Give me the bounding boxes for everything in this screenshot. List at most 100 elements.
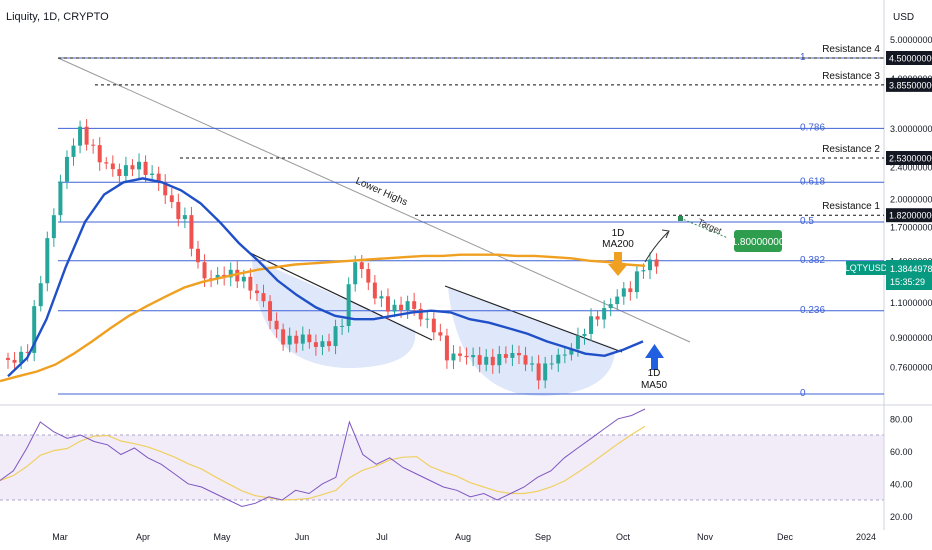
resistance-value: 1.82000000 [889,211,932,221]
target-label: Target [696,217,723,237]
fib-label: 0.382 [800,255,825,266]
candlesticks [6,119,659,390]
candle-body [385,296,390,312]
candle-body [392,304,397,312]
cup-shape-1 [252,258,416,369]
candle-body [261,293,266,302]
resistance-value-box [886,77,932,92]
candle-body [19,351,24,363]
candle-body [313,342,318,347]
ma200-label-1: 1D [612,228,625,239]
candle-body [399,304,404,311]
candle-body [91,144,96,146]
resistance-value-box [886,208,932,223]
channel-line-2 [444,285,623,353]
rsi-axis: 80.00 60.00 40.00 20.00 [890,414,913,522]
ma50-arrow [645,344,664,370]
lower-highs-trendline [57,57,691,343]
resistance-value-box [886,151,932,166]
candle-body [516,352,521,356]
candle-body [654,259,659,267]
current-price-tag [846,261,886,275]
price-axis: 5.00000000 4.00000000 3.00000000 2.40000000… [890,35,932,372]
rsi-band [0,435,884,500]
candle-body [353,262,358,285]
time-tick: Dec [777,532,794,542]
candle-body [582,333,587,336]
time-tick: Mar [52,532,68,542]
candle-body [458,353,463,356]
price-tick: 3.00000000 [890,124,932,134]
candle-body [195,248,200,263]
current-symbol: LQTYUSD [845,263,888,273]
fib-label: 0.618 [800,176,825,187]
candle-body [327,341,331,347]
candle-body [176,202,181,220]
candle-body [169,195,174,203]
candle-body [38,283,43,307]
candle-body [51,215,56,239]
candle-body [71,145,76,157]
time-tick: Jul [376,532,388,542]
chart-title: Liquity, 1D, CRYPTO [6,11,109,23]
candle-body [268,301,273,321]
price-tick: 2.00000000 [890,194,932,204]
candle-body [235,269,240,282]
candle-body [78,126,83,146]
resistance-label: Resistance 3 [822,71,880,82]
candle-body [228,269,233,278]
time-tick: Oct [616,532,631,542]
candle-body [189,215,194,249]
fib-label: 0 [800,388,806,399]
rsi-tick: 20.00 [890,512,913,522]
candle-body [97,145,102,163]
fib-label: 0.236 [800,305,825,316]
candle-body [6,357,10,360]
candle-body [333,326,338,347]
resistance-label: Resistance 2 [822,144,880,155]
candle-body [156,173,161,183]
candle-body [294,335,299,344]
candle-body [543,363,548,381]
candle-body [556,354,561,364]
candle-body [366,269,371,283]
resistance-lines: Resistance 4 4.50000000 Resistance 3 3.8550… [58,44,932,223]
ma200-arrow [608,252,628,276]
candle-body [569,348,574,355]
candle-body [84,126,89,145]
candle-body [346,284,351,326]
candle-body [425,318,430,320]
target-arrow [644,231,669,263]
rsi-line [0,408,646,508]
candle-body [621,288,626,297]
candle-body [595,316,600,320]
fib-label: 0.786 [800,123,825,134]
time-tick: 2024 [856,532,876,542]
candle-body [405,301,410,311]
candle-body [523,355,528,365]
time-tick: Sep [535,532,551,542]
rsi-tick: 60.00 [890,447,913,457]
candle-body [254,290,259,294]
target-arrowhead [661,229,670,239]
candle-body [418,308,423,320]
candle-body [320,341,325,347]
candle-body [471,355,476,358]
ma200-line [0,253,646,383]
candle-body [503,354,508,358]
resistance-label: Resistance 1 [822,201,880,212]
candle-body [12,359,17,363]
candle-body [215,274,220,279]
candle-body [287,335,292,345]
candle-body [359,262,364,270]
price-tick: 0.76000000 [890,362,932,372]
candle-body [123,165,128,176]
price-tick: 5.00000000 [890,35,932,45]
candle-body [110,163,115,170]
candle-body [300,334,305,344]
ma50-label-1: 1D [648,368,661,379]
time-tick: May [213,532,231,542]
candle-body [64,156,69,182]
